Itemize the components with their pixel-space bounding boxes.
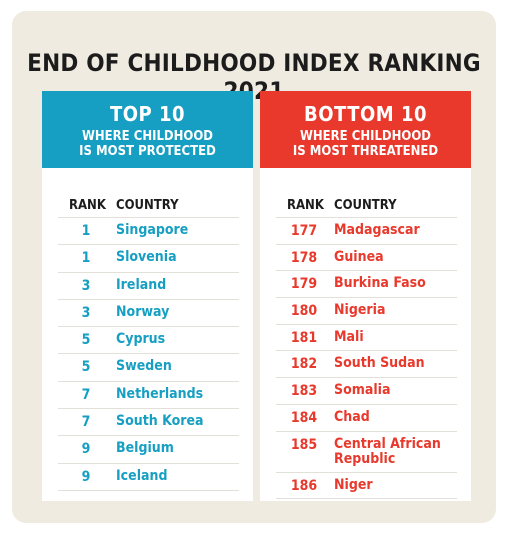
rank-cell: 178 bbox=[290, 249, 318, 266]
table-row: 182 South Sudan bbox=[276, 350, 457, 377]
rank-cell: 9 bbox=[81, 441, 91, 458]
bottom-10-column-headers: RANK COUNTRY bbox=[260, 198, 471, 214]
country-cell: Burkina Faso bbox=[334, 275, 426, 292]
country-cell: Central African Republic bbox=[334, 435, 441, 467]
bottom-10-subtitle-line2: IS MOST THREATENED bbox=[292, 144, 439, 159]
rank-column-header: RANK bbox=[69, 198, 106, 213]
country-cell: Cyprus bbox=[116, 331, 166, 348]
table-row: 7 South Korea bbox=[58, 408, 239, 435]
top-10-subtitle-line2: IS MOST PROTECTED bbox=[79, 144, 216, 159]
country-cell: Madagascar bbox=[334, 222, 420, 238]
country-cell: Mali bbox=[334, 328, 364, 345]
rank-cell: 181 bbox=[290, 329, 318, 346]
country-cell: Slovenia bbox=[116, 249, 177, 266]
rank-cell: 7 bbox=[81, 414, 91, 431]
rank-cell: 3 bbox=[81, 277, 91, 294]
country-cell: Niger bbox=[334, 476, 373, 493]
country-cell: Ireland bbox=[116, 276, 167, 293]
table-row: 9 Iceland bbox=[58, 462, 239, 490]
rank-cell: 7 bbox=[81, 386, 91, 403]
country-cell: Chad bbox=[334, 408, 370, 425]
rank-cell: 9 bbox=[81, 468, 91, 485]
rank-cell: 1 bbox=[81, 250, 91, 267]
table-row: 186 Niger bbox=[276, 471, 457, 499]
table-row: 3 Norway bbox=[58, 298, 239, 326]
table-row: 181 Mali bbox=[276, 323, 457, 351]
top-10-heading: TOP 10 bbox=[109, 102, 186, 126]
country-cell: Sweden bbox=[116, 358, 172, 375]
country-cell: Guinea bbox=[334, 248, 384, 265]
rank-cell: 177 bbox=[290, 223, 318, 239]
table-row: 183 Somalia bbox=[276, 377, 457, 404]
country-column-header: COUNTRY bbox=[334, 198, 397, 213]
country-cell: Singapore bbox=[116, 222, 189, 238]
rank-cell: 180 bbox=[290, 303, 318, 320]
top-10-subtitle-line1: WHERE CHILDHOOD bbox=[81, 129, 213, 144]
rank-cell: 5 bbox=[81, 359, 91, 376]
country-column-header: COUNTRY bbox=[116, 198, 179, 213]
table-row: 180 Nigeria bbox=[276, 297, 457, 324]
table-row: 177 Madagascar bbox=[276, 217, 457, 244]
rank-cell: 3 bbox=[81, 304, 91, 321]
country-cell: Nigeria bbox=[334, 302, 386, 319]
rank-cell: 182 bbox=[290, 356, 318, 373]
bottom-10-subtitle-line1: WHERE CHILDHOOD bbox=[299, 129, 431, 144]
top-10-list: 1 Singapore 1 Slovenia 3 Ireland 3 Norway 5 Cypru… bbox=[42, 217, 253, 491]
country-cell: Somalia bbox=[334, 382, 391, 399]
country-cell: Netherlands bbox=[116, 385, 204, 402]
rank-cell: 1 bbox=[81, 223, 91, 239]
country-cell: South Sudan bbox=[334, 355, 425, 372]
table-row: 5 Sweden bbox=[58, 353, 239, 380]
country-cell: South Korea bbox=[116, 413, 204, 430]
table-row: 9 Belgium bbox=[58, 435, 239, 462]
table-row: 185 Central African Republic bbox=[276, 430, 457, 472]
rank-cell: 5 bbox=[81, 332, 91, 349]
rank-cell: 179 bbox=[290, 276, 318, 293]
bottom-10-heading: BOTTOM 10 bbox=[303, 102, 427, 126]
table-row: 178 Guinea bbox=[276, 243, 457, 271]
table-row: 1 Singapore bbox=[58, 217, 239, 244]
list-end-divider bbox=[58, 489, 239, 491]
country-cell: Belgium bbox=[116, 440, 174, 457]
country-cell: Iceland bbox=[116, 467, 168, 484]
ranking-card: END OF CHILDHOOD INDEX RANKING 2021 TOP … bbox=[12, 11, 496, 523]
table-row: 184 Chad bbox=[276, 403, 457, 431]
top-10-panel: TOP 10 WHERE CHILDHOOD IS MOST PROTECTED… bbox=[42, 91, 253, 501]
table-row: 5 Cyprus bbox=[58, 326, 239, 353]
table-row: 179 Burkina Faso bbox=[276, 270, 457, 297]
table-row: 3 Ireland bbox=[58, 271, 239, 299]
top-10-column-headers: RANK COUNTRY bbox=[42, 198, 253, 214]
rank-cell: 185 bbox=[290, 436, 318, 453]
bottom-10-panel: BOTTOM 10 WHERE CHILDHOOD IS MOST THREAT… bbox=[260, 91, 471, 501]
rank-cell: 186 bbox=[290, 477, 318, 494]
country-cell: Norway bbox=[116, 303, 170, 320]
rank-column-header: RANK bbox=[287, 198, 324, 213]
top-10-header: TOP 10 WHERE CHILDHOOD IS MOST PROTECTED bbox=[42, 91, 253, 168]
bottom-10-list: 177 Madagascar 178 Guinea 179 Burkina Faso 180… bbox=[260, 217, 471, 500]
table-row: 7 Netherlands bbox=[58, 380, 239, 408]
rank-cell: 184 bbox=[290, 409, 318, 426]
bottom-10-header: BOTTOM 10 WHERE CHILDHOOD IS MOST THREAT… bbox=[260, 91, 471, 168]
list-end-divider bbox=[276, 498, 457, 500]
rank-cell: 183 bbox=[290, 383, 318, 400]
table-row: 1 Slovenia bbox=[58, 244, 239, 271]
